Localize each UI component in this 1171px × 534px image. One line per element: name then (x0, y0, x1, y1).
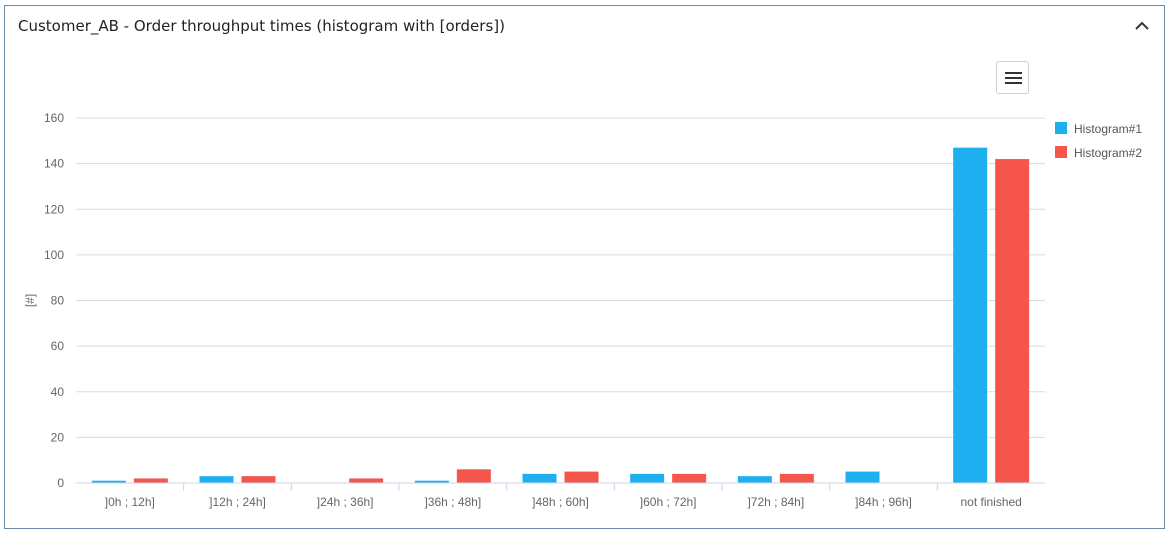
hamburger-menu-icon (1005, 72, 1022, 74)
panel-title: Customer_AB - Order throughput times (hi… (18, 17, 505, 35)
chart-menu-button[interactable] (996, 61, 1029, 94)
chart-panel: Customer_AB - Order throughput times (hi… (4, 5, 1165, 529)
chevron-up-icon (1135, 21, 1149, 30)
collapse-button[interactable] (1132, 16, 1152, 36)
